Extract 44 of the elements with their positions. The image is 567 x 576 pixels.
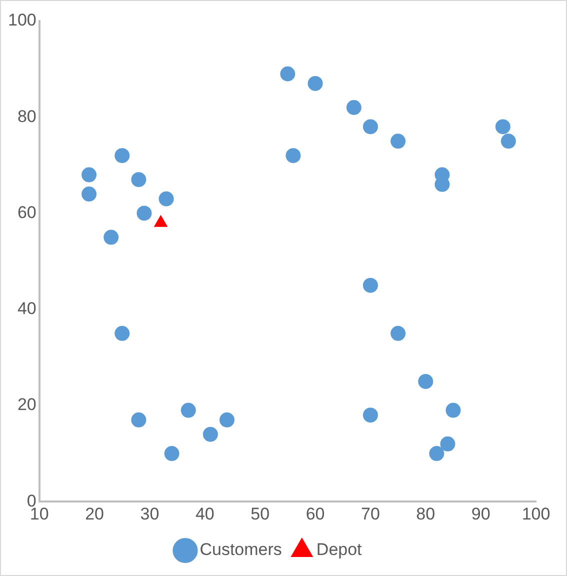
point [429,446,444,462]
y-tick-label: 60 [17,202,36,222]
point [418,374,434,389]
point [362,119,378,134]
point [390,326,406,341]
x-tick-label: 20 [85,504,104,524]
point [346,100,362,116]
x-tick-label: 80 [416,504,436,524]
y-tick-label: 100 [8,10,36,30]
y-tick-label: 20 [17,395,36,414]
point [286,148,301,164]
point [180,402,196,418]
point [114,148,130,164]
legend-label: Customers [200,540,282,560]
point [440,436,456,452]
point [500,134,516,149]
point [82,167,97,182]
point [158,191,174,206]
point [202,426,218,442]
point [131,172,146,188]
point [136,206,152,221]
x-tick-label: 30 [140,504,160,524]
point [114,326,130,341]
x-tick-label: 90 [471,504,490,524]
legend-label: Depot [316,540,362,560]
point [495,119,510,134]
point [446,402,461,418]
y-tick-label: 80 [17,106,36,126]
point [104,230,119,245]
point [280,66,296,82]
x-tick-label: 60 [306,504,325,524]
point [362,278,378,293]
x-tick-label: 50 [250,504,270,524]
point [362,408,378,423]
x-tick-label: 70 [360,504,380,524]
point [308,76,323,91]
point [164,446,180,462]
x-tick-label: 100 [522,504,550,524]
point [390,134,406,149]
point [219,412,234,428]
point [82,186,97,202]
y-tick-label: 40 [17,299,36,318]
x-tick-label: 40 [195,504,214,524]
point [131,412,146,428]
